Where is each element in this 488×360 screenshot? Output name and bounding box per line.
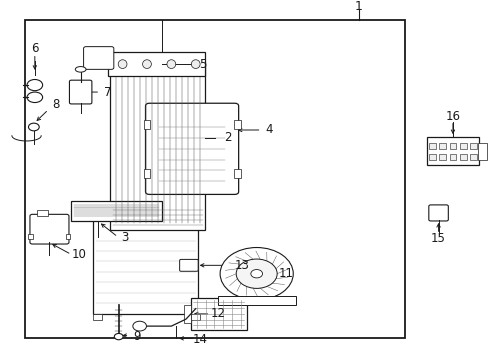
Bar bbox=[428, 154, 435, 160]
Bar bbox=[438, 154, 445, 160]
Text: 6: 6 bbox=[31, 42, 39, 55]
Text: 12: 12 bbox=[210, 307, 224, 320]
Text: 1: 1 bbox=[354, 0, 362, 13]
Bar bbox=[143, 169, 150, 177]
FancyBboxPatch shape bbox=[30, 214, 69, 244]
Bar bbox=[469, 143, 476, 149]
Ellipse shape bbox=[75, 67, 86, 72]
Bar bbox=[108, 52, 205, 76]
Text: 2: 2 bbox=[223, 131, 231, 144]
Bar bbox=[93, 220, 198, 314]
Text: 9: 9 bbox=[133, 330, 141, 343]
Bar bbox=[190, 314, 199, 320]
Bar bbox=[71, 201, 161, 221]
Text: 5: 5 bbox=[199, 58, 206, 71]
FancyBboxPatch shape bbox=[428, 205, 447, 221]
Ellipse shape bbox=[118, 60, 127, 68]
Circle shape bbox=[236, 259, 277, 288]
Bar bbox=[143, 120, 150, 129]
Text: 14: 14 bbox=[193, 333, 208, 346]
Ellipse shape bbox=[28, 123, 39, 131]
Text: 16: 16 bbox=[445, 110, 460, 123]
Bar bbox=[469, 154, 476, 160]
FancyBboxPatch shape bbox=[83, 47, 114, 69]
FancyBboxPatch shape bbox=[69, 80, 92, 104]
Bar bbox=[28, 234, 33, 239]
Bar bbox=[233, 169, 240, 177]
Ellipse shape bbox=[27, 80, 42, 91]
Circle shape bbox=[250, 270, 262, 278]
Text: 4: 4 bbox=[264, 123, 272, 136]
Bar bbox=[459, 154, 466, 160]
Bar bbox=[66, 234, 70, 239]
Bar bbox=[110, 62, 205, 230]
Text: 13: 13 bbox=[234, 259, 249, 272]
Ellipse shape bbox=[191, 60, 200, 68]
Ellipse shape bbox=[142, 60, 151, 68]
Bar bbox=[233, 120, 240, 129]
Ellipse shape bbox=[27, 92, 42, 103]
Text: 3: 3 bbox=[122, 230, 129, 243]
Bar bbox=[25, 21, 405, 338]
Bar bbox=[448, 143, 455, 149]
FancyBboxPatch shape bbox=[179, 260, 198, 271]
Bar bbox=[448, 154, 455, 160]
Circle shape bbox=[220, 248, 293, 300]
Text: 8: 8 bbox=[52, 98, 60, 111]
Bar bbox=[427, 138, 478, 166]
Text: 7: 7 bbox=[103, 86, 111, 99]
FancyBboxPatch shape bbox=[145, 103, 238, 194]
Text: 10: 10 bbox=[71, 248, 86, 261]
Bar bbox=[190, 298, 246, 330]
Circle shape bbox=[133, 321, 146, 331]
Bar bbox=[459, 143, 466, 149]
Ellipse shape bbox=[114, 333, 123, 340]
Bar bbox=[438, 143, 445, 149]
Bar bbox=[477, 143, 486, 160]
Bar bbox=[183, 305, 191, 323]
Bar bbox=[217, 296, 295, 305]
Bar bbox=[428, 143, 435, 149]
Text: 15: 15 bbox=[430, 232, 445, 245]
Text: 11: 11 bbox=[278, 267, 293, 280]
Bar bbox=[93, 314, 102, 320]
Ellipse shape bbox=[166, 60, 175, 68]
Bar bbox=[37, 210, 48, 216]
